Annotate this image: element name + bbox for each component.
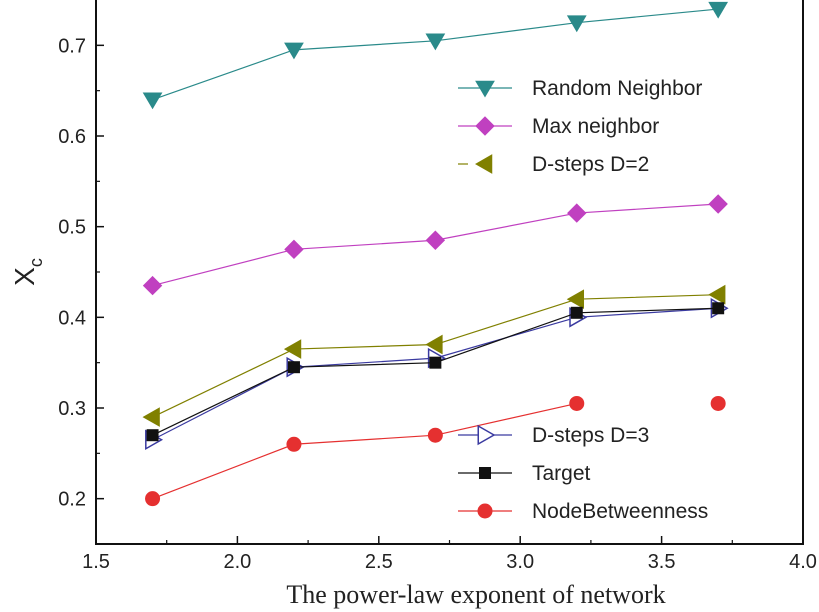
- data-point: [708, 284, 726, 305]
- data-point: [142, 275, 163, 296]
- series-line: [152, 402, 577, 500]
- series-layer: [142, 1, 729, 507]
- legend-item: D-steps D=2: [458, 153, 649, 176]
- data-point: [710, 395, 726, 411]
- data-point: [286, 436, 302, 452]
- x-tick-label: 3.5: [648, 551, 676, 573]
- x-tick-label: 2.5: [365, 551, 393, 573]
- x-tick-label: 3.0: [506, 551, 534, 573]
- data-point: [570, 306, 583, 319]
- legend-label: NodeBetweenness: [532, 500, 708, 523]
- y-axis-label-main: X: [9, 267, 40, 286]
- data-point: [284, 42, 304, 60]
- y-tick-label: 0.2: [58, 489, 86, 511]
- legend-label: Target: [532, 462, 591, 485]
- x-tick-label: 2.0: [223, 551, 251, 573]
- data-point: [569, 395, 585, 411]
- data-point: [145, 491, 161, 507]
- x-tick-label: 1.5: [82, 551, 110, 573]
- y-tick-label: 0.7: [58, 35, 86, 57]
- data-point: [708, 194, 728, 214]
- data-point: [708, 1, 729, 19]
- legend-item: Random Neighbor: [458, 77, 702, 100]
- x-axis: 1.5 2.0 2.5 3.0 3.5 4.0: [82, 536, 817, 573]
- legend-marker: [477, 424, 496, 446]
- legend-label: Max neighbor: [532, 115, 659, 138]
- series-line: [152, 307, 719, 441]
- y-tick-label: 0.6: [58, 126, 86, 148]
- y-axis-label: Xc: [9, 258, 46, 286]
- data-point: [429, 356, 442, 369]
- data-point: [567, 203, 587, 223]
- legend-item: D-steps D=3: [458, 424, 649, 447]
- data-point: [142, 407, 160, 427]
- data-point: [425, 33, 446, 51]
- legend-marker: [477, 503, 493, 519]
- data-point: [425, 334, 443, 355]
- y-tick-label: 0.4: [58, 307, 86, 329]
- legend-item: Max neighbor: [458, 115, 659, 138]
- series-d-steps-d-2: [142, 284, 726, 427]
- legend-item: NodeBetweenness: [458, 500, 708, 523]
- legend-top: Random Neighbor Max neighbor D-steps D=2: [458, 77, 702, 176]
- x-tick-label: 4.0: [789, 551, 817, 573]
- y-tick-label: 0.5: [58, 217, 86, 239]
- data-point: [427, 427, 443, 443]
- x-axis-label: The power-law exponent of network: [286, 580, 665, 609]
- legend-item: Target: [458, 462, 591, 485]
- series-target: [146, 302, 725, 442]
- data-point: [142, 92, 163, 110]
- legend-label: D-steps D=2: [532, 153, 649, 176]
- legend-bottom: D-steps D=3 Target NodeBetweenness: [458, 424, 708, 523]
- y-axis-label-subscript: c: [26, 258, 46, 267]
- legend-marker: [474, 154, 493, 174]
- y-axis: 0.2 0.3 0.4 0.5 0.6 0.7: [58, 35, 104, 545]
- legend-label: D-steps D=3: [532, 424, 649, 447]
- y-tick-label: 0.3: [58, 398, 86, 420]
- data-point: [287, 361, 300, 374]
- data-point: [425, 230, 446, 250]
- data-point: [712, 302, 725, 315]
- data-point: [566, 15, 587, 33]
- series-max-neighbor: [142, 194, 728, 296]
- data-point: [283, 339, 302, 359]
- legend-label: Random Neighbor: [532, 77, 702, 100]
- legend-marker: [475, 116, 495, 136]
- series-line: [152, 307, 719, 436]
- data-point: [566, 289, 585, 310]
- series-nodebetweenness: [145, 395, 726, 507]
- data-point: [284, 239, 304, 260]
- legend-marker: [479, 467, 491, 479]
- legend-marker: [475, 80, 495, 98]
- data-point: [146, 429, 159, 442]
- series-random-neighbor: [142, 1, 729, 110]
